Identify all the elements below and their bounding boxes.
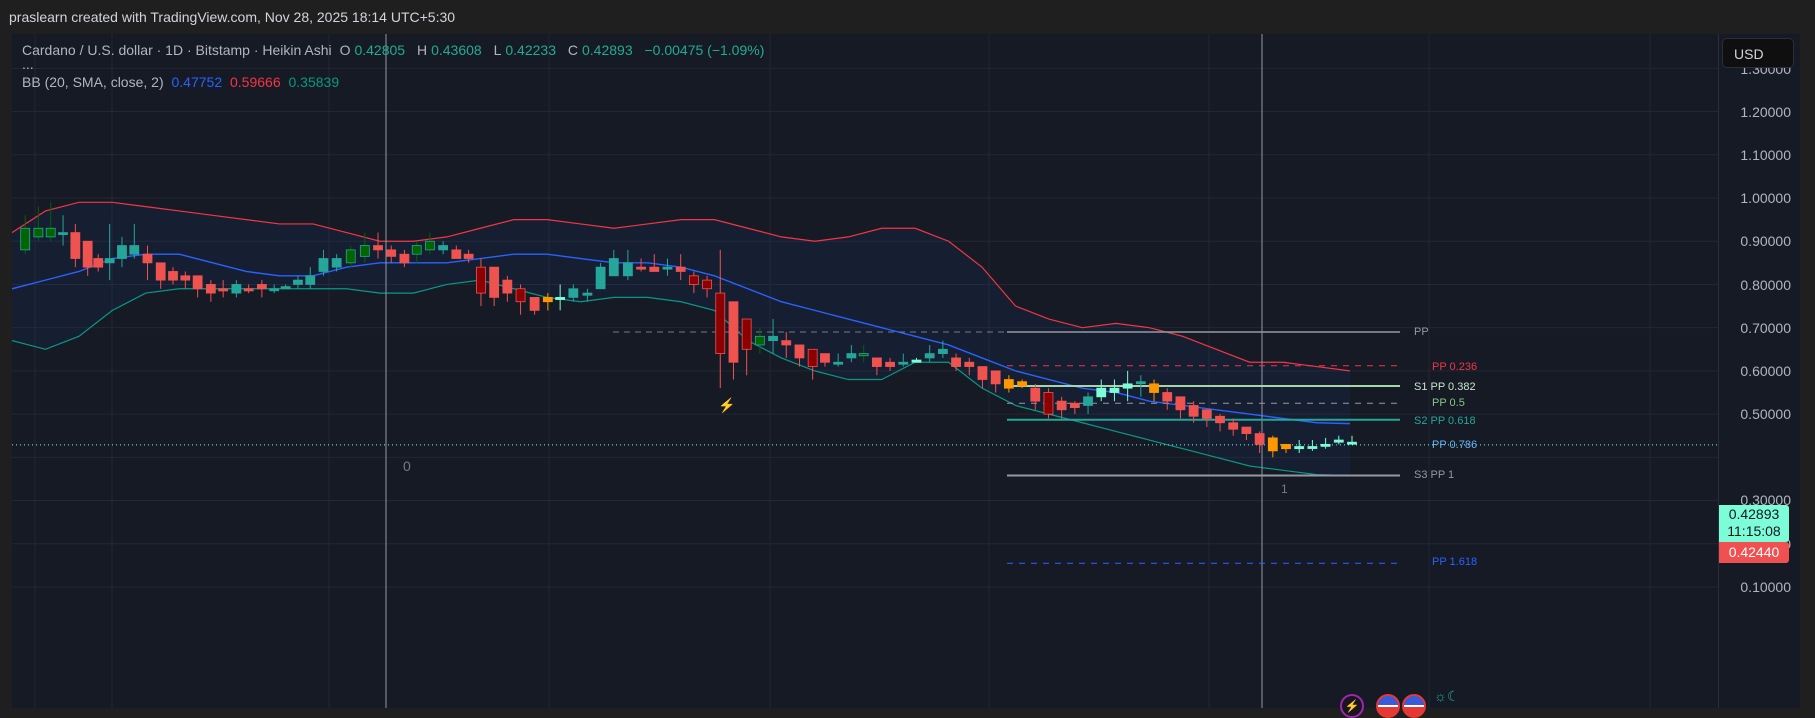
low-value: L 0.42233 (493, 42, 556, 58)
bb-upper-value: 0.59666 (230, 74, 281, 90)
close-value: C 0.42893 (567, 42, 633, 58)
zero-marker-label: 0 (403, 458, 411, 474)
svg-text:⚡: ⚡ (718, 397, 735, 414)
last-price-value: 0.42893 (1728, 506, 1780, 522)
pivot-label-0786: PP 0.786 (1432, 439, 1478, 451)
attribution-bar: praslearn created with TradingView.com, … (0, 0, 1815, 34)
pivot-label-1618: PP 1.618 (1432, 556, 1478, 568)
axis-tick: 1.00000 (1740, 190, 1791, 206)
us-economic-event-icon[interactable] (1402, 694, 1426, 718)
right-edge (1800, 34, 1815, 708)
pivot-label-s3-1: S3 PP 1 (1414, 469, 1455, 481)
axis-tick: 0.30000 (1740, 492, 1791, 508)
price-chart[interactable]: ⚡ (12, 34, 1718, 708)
pivot-label-s2-0618: S2 PP 0.618 (1414, 415, 1476, 427)
axis-tick: 0.70000 (1740, 320, 1791, 336)
axis-tick: 0.10000 (1740, 579, 1791, 595)
symbol-title[interactable]: Cardano / U.S. dollar · 1D · Bitstamp · … (22, 42, 332, 58)
attribution-text: praslearn created with TradingView.com, … (9, 9, 456, 25)
bar-countdown: 11:15:08 (1727, 523, 1781, 539)
price-axis[interactable]: 1.30000 1.20000 1.10000 1.00000 0.90000 … (1718, 34, 1801, 708)
high-value: H 0.43608 (416, 42, 482, 58)
bb-lower-value: 0.35839 (288, 74, 340, 90)
pivot-label-05: PP 0.5 (1432, 397, 1465, 409)
legend-more-button[interactable]: ... (22, 56, 34, 72)
axis-tick: 0.80000 (1740, 277, 1791, 293)
session-sun-moon-icon[interactable]: ☼☾ (1434, 688, 1460, 704)
axis-tick: 0.60000 (1740, 363, 1791, 379)
chart-pane[interactable]: ⚡ Cardano / U.S. dollar · 1D · Bitstamp … (12, 34, 1718, 708)
chart-legend: Cardano / U.S. dollar · 1D · Bitstamp · … (22, 41, 768, 92)
symbol-legend-row[interactable]: Cardano / U.S. dollar · 1D · Bitstamp · … (22, 41, 768, 60)
axis-tick: 1.10000 (1740, 147, 1791, 163)
bb-basis-value: 0.47752 (171, 74, 223, 90)
currency-button[interactable]: USD (1722, 38, 1794, 68)
pivot-label-0236: PP 0.236 (1432, 361, 1478, 373)
pivot-label-pp: PP (1414, 326, 1429, 338)
us-economic-event-icon[interactable] (1376, 694, 1400, 718)
pivot-label-s1-0382: S1 PP 0.382 (1414, 381, 1476, 393)
bb-indicator-label[interactable]: BB (20, SMA, close, 2) (22, 74, 164, 90)
last-price-tag: 0.42893 11:15:08 (1719, 505, 1789, 542)
lightning-event-icon[interactable]: ⚡ (1340, 694, 1364, 718)
candle-marker-label: 1 (1281, 482, 1288, 496)
axis-tick: 0.50000 (1740, 406, 1791, 422)
axis-tick: 0.90000 (1740, 233, 1791, 249)
low-price-tag: 0.42440 (1719, 542, 1789, 563)
axis-tick: 1.20000 (1740, 104, 1791, 120)
change-value: −0.00475 (−1.09%) (644, 42, 765, 58)
open-value: O 0.42805 (339, 42, 406, 58)
bb-legend-row[interactable]: BB (20, SMA, close, 2) 0.47752 0.59666 0… (22, 73, 768, 92)
